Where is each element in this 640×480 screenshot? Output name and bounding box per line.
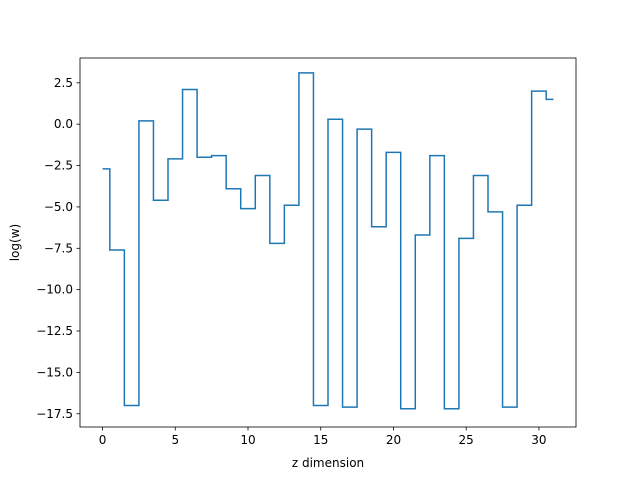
plot-frame (79, 57, 577, 428)
x-tick-label: 25 (459, 433, 474, 447)
x-axis-ticks: 0 5 10 15 20 25 30 (99, 427, 547, 447)
x-tick-label: 20 (386, 433, 401, 447)
y-tick-label: −5.0 (44, 200, 73, 214)
x-tick-label: 0 (99, 433, 107, 447)
x-axis-label: z dimension (292, 456, 364, 470)
y-tick-label: 2.5 (54, 76, 73, 90)
x-tick-label: 30 (531, 433, 546, 447)
y-tick-label: 0.0 (54, 117, 73, 131)
y-tick-label: −17.5 (36, 407, 73, 421)
y-tick-label: −15.0 (36, 365, 73, 379)
y-tick-label: −12.5 (36, 324, 73, 338)
y-tick-label: −2.5 (44, 159, 73, 173)
y-tick-label: −10.0 (36, 283, 73, 297)
y-axis-ticks: 2.5 0.0 −2.5 −5.0 −7.5 −10.0 −12.5 −15.0 −17.5 (36, 76, 80, 421)
series-line (102, 72, 554, 410)
y-tick-label: −7.5 (44, 241, 73, 255)
x-tick-label: 10 (240, 433, 255, 447)
x-tick-label: 5 (171, 433, 179, 447)
y-axis-label: log(w) (8, 224, 22, 261)
x-tick-label: 15 (313, 433, 328, 447)
